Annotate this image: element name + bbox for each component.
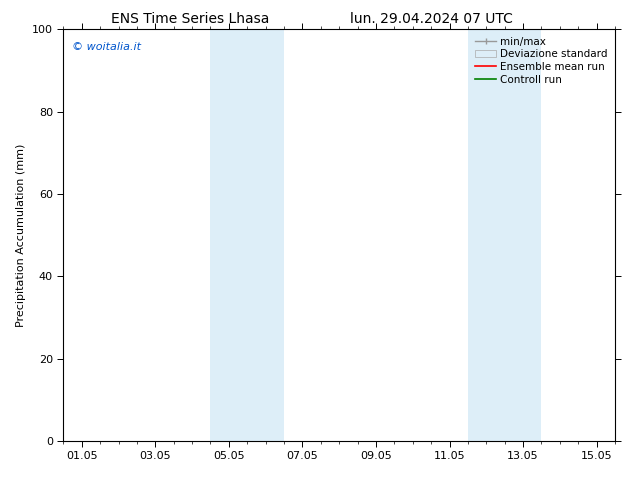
- Y-axis label: Precipitation Accumulation (mm): Precipitation Accumulation (mm): [16, 144, 27, 327]
- Bar: [210, 29, 284, 441]
- Bar: [468, 29, 541, 441]
- Text: © woitalia.it: © woitalia.it: [72, 42, 141, 52]
- Text: ENS Time Series Lhasa: ENS Time Series Lhasa: [111, 12, 269, 26]
- Text: lun. 29.04.2024 07 UTC: lun. 29.04.2024 07 UTC: [350, 12, 512, 26]
- Legend: min/max, Deviazione standard, Ensemble mean run, Controll run: min/max, Deviazione standard, Ensemble m…: [471, 32, 612, 89]
